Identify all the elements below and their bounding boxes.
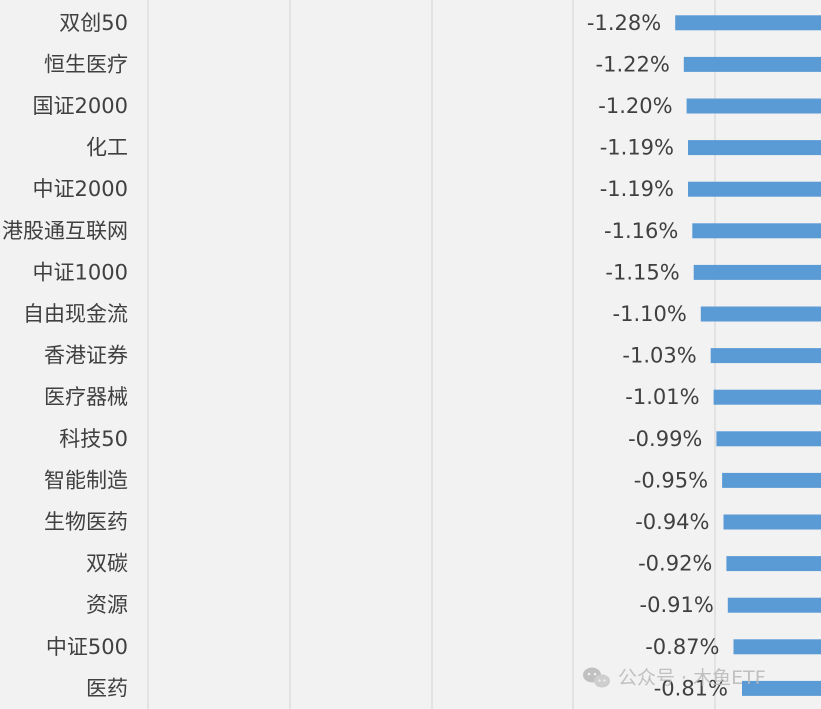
value-labels: -1.28% -1.22% -1.20% -1.19% -1.19% -1.16% -1.1…: [587, 11, 728, 701]
value-label: -1.16%: [604, 219, 678, 243]
bar: [713, 389, 821, 405]
category-label: 科技50: [59, 427, 128, 451]
bar: [692, 223, 821, 239]
category-label: 中证2000: [33, 177, 128, 201]
category-label: 化工: [86, 136, 128, 160]
bar: [722, 472, 821, 488]
value-label: -0.87%: [645, 635, 719, 659]
bars: [675, 15, 821, 696]
value-label: -1.28%: [587, 11, 661, 35]
bar: [726, 556, 821, 572]
bar: [742, 680, 821, 696]
bar: [688, 140, 821, 156]
bar: [693, 264, 821, 280]
wechat-icon: [583, 667, 610, 688]
value-label: -1.20%: [598, 94, 672, 118]
value-label: -1.15%: [605, 260, 679, 284]
value-label: -1.01%: [625, 385, 699, 409]
category-label: 恒生医疗: [44, 52, 128, 76]
value-label: -0.99%: [628, 427, 702, 451]
value-label: -1.03%: [622, 344, 696, 368]
bar: [700, 306, 821, 322]
category-label: 中证1000: [33, 260, 128, 284]
value-label: -0.91%: [640, 593, 714, 617]
value-label: -0.81%: [654, 676, 728, 700]
bar: [727, 597, 821, 613]
bar: [683, 56, 821, 72]
category-label: 港股通互联网: [2, 219, 128, 243]
category-label: 香港证券: [44, 344, 128, 368]
bar: [733, 639, 821, 655]
value-label: -0.94%: [635, 510, 709, 534]
value-label: -0.92%: [638, 552, 712, 576]
value-label: -1.19%: [600, 177, 674, 201]
category-label: 双创50: [59, 11, 128, 35]
category-label: 双碳: [86, 552, 128, 576]
value-label: -0.95%: [634, 468, 708, 492]
category-label: 医疗器械: [44, 385, 128, 409]
category-label: 医药: [86, 676, 128, 700]
bar: [688, 181, 821, 197]
value-label: -1.10%: [613, 302, 687, 326]
watermark-text: 公众号 · 木鱼ETF: [618, 667, 766, 689]
bar: [686, 98, 821, 114]
value-label: -1.19%: [600, 136, 674, 160]
bar: [675, 15, 821, 31]
category-label: 资源: [86, 593, 128, 617]
watermark: 公众号 · 木鱼ETF: [583, 667, 766, 689]
category-label: 智能制造: [44, 468, 128, 492]
category-label: 自由现金流: [23, 302, 128, 326]
bar: [710, 348, 821, 364]
bar: [716, 431, 821, 447]
category-label: 中证500: [46, 635, 128, 659]
value-label: -1.22%: [596, 52, 670, 76]
category-label: 国证2000: [33, 94, 128, 118]
category-label: 生物医药: [44, 510, 128, 534]
bar: [723, 514, 821, 530]
